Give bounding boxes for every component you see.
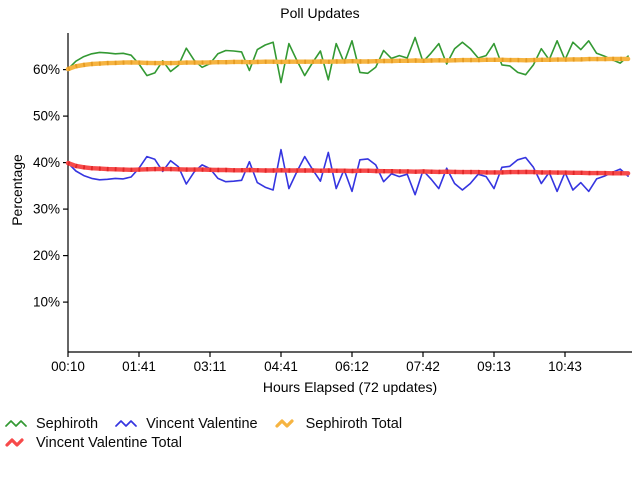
x-tick-label: 00:10	[51, 359, 85, 374]
x-axis-label: Hours Elapsed (72 updates)	[263, 379, 437, 395]
legend-label-sephiroth: Sephiroth	[36, 416, 99, 432]
y-tick-label: 20%	[33, 248, 60, 263]
poll-chart: Poll Updates 10% 20% 30% 40% 50% 60% 00:10 01:41…	[9, 5, 632, 395]
legend-label-vincent-valentine-total: Vincent Valentine Total	[36, 435, 182, 451]
sephiroth-line-icon	[5, 420, 27, 427]
chart-legend: Sephiroth Vincent Valentine Sephiroth To…	[5, 416, 550, 451]
legend-item-sephiroth: Sephiroth	[5, 416, 98, 432]
y-tick-label: 30%	[33, 202, 60, 217]
sephiroth-total-line-marks	[67, 56, 629, 72]
x-tick-label: 06:12	[335, 359, 369, 374]
y-tick-label: 40%	[33, 155, 60, 170]
vincent-valentine-total-line-marks	[67, 161, 629, 176]
legend-item-vincent-valentine-total: Vincent Valentine Total	[5, 435, 182, 451]
x-tick-label: 07:42	[406, 359, 440, 374]
sephiroth-total-line	[65, 56, 631, 72]
vincent-valentine-total-line-icon	[5, 438, 24, 447]
chart-title: Poll Updates	[280, 5, 359, 21]
x-tick-label: 03:11	[194, 359, 227, 374]
y-tick-label: 10%	[33, 295, 60, 310]
y-axis-label: Percentage	[9, 154, 25, 226]
legend-item-sephiroth-total: Sephiroth Total	[275, 416, 402, 432]
y-tick-label: 50%	[33, 109, 60, 124]
x-tick-label: 10:43	[548, 359, 582, 374]
legend-label-vincent-valentine: Vincent Valentine	[146, 416, 258, 432]
vincent-valentine-line-icon	[115, 420, 137, 427]
x-tick-label: 01:41	[122, 359, 156, 374]
sephiroth-total-line-icon	[275, 419, 294, 428]
legend-item-vincent-valentine: Vincent Valentine	[115, 416, 258, 432]
x-tick-label: 04:41	[264, 359, 298, 374]
y-tick-label: 60%	[33, 62, 60, 77]
x-tick-label: 09:13	[477, 359, 511, 374]
legend-label-sephiroth-total: Sephiroth Total	[305, 416, 403, 432]
vincent-valentine-total-line	[65, 160, 631, 176]
